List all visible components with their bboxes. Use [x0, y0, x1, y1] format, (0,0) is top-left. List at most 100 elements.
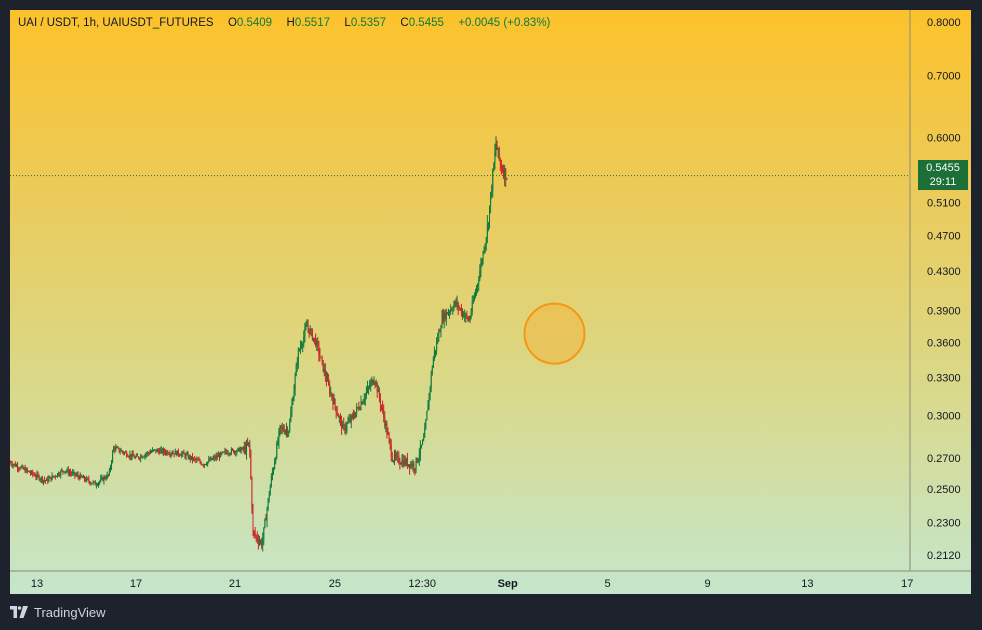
candle-body — [235, 451, 237, 454]
candle-body — [342, 423, 344, 429]
candle-body — [503, 170, 505, 177]
candle-body — [198, 460, 200, 462]
candle-body — [450, 309, 452, 313]
candle-body — [339, 417, 341, 420]
candle-body — [435, 350, 437, 352]
candle-body — [477, 284, 479, 287]
candle-body — [465, 314, 467, 316]
candle-body — [189, 455, 191, 460]
candle-body — [168, 454, 170, 455]
candle-body — [334, 399, 336, 407]
candle-body — [386, 424, 388, 434]
candle-body — [347, 421, 349, 424]
candle-body — [341, 419, 343, 429]
candle-body — [311, 329, 313, 340]
candle-body — [267, 498, 269, 509]
candle-body — [121, 450, 123, 452]
candle-body — [221, 452, 223, 454]
candle-body — [80, 474, 82, 477]
candle-body — [207, 461, 209, 465]
candle-body — [91, 483, 93, 485]
candle-body — [32, 471, 34, 475]
candle-body — [61, 470, 63, 472]
candle-body — [412, 463, 414, 467]
candle-body — [413, 463, 415, 469]
candle-body — [320, 356, 322, 358]
candle-body — [81, 476, 83, 479]
candle-body — [280, 425, 282, 428]
candle-body — [444, 312, 446, 320]
y-tick-label: 0.6000 — [927, 132, 961, 144]
candle-body — [103, 477, 105, 481]
candle-body — [458, 307, 460, 309]
candle-body — [193, 458, 195, 460]
candle-body — [241, 447, 243, 450]
chart-frame[interactable]: 0.8000 0.7000 0.6000 0.5100 0.4700 0.4300 0.39… — [10, 10, 971, 594]
candle-body — [480, 263, 482, 272]
candle-body — [31, 471, 33, 474]
legend-symbol: UAI / USDT, 1h, UAIUSDT_FUTURES — [18, 17, 214, 29]
candle-body — [307, 326, 309, 329]
candle-body — [454, 301, 456, 306]
candle-body — [192, 456, 194, 460]
candle-body — [420, 444, 422, 446]
candle-body — [246, 444, 248, 453]
candle-body — [360, 402, 362, 409]
candle-body — [216, 455, 218, 458]
candle-body — [188, 455, 190, 459]
candle-body — [330, 393, 332, 394]
candle-body — [273, 468, 275, 473]
candle-body — [279, 425, 281, 432]
candle-body — [417, 459, 419, 462]
candle-body — [40, 477, 42, 480]
candle-body — [468, 320, 470, 321]
candle-body — [405, 458, 407, 465]
candle-body — [223, 451, 225, 453]
candle-body — [87, 478, 89, 480]
candle-body — [274, 462, 276, 469]
candle-body — [206, 464, 208, 466]
candle-body — [197, 459, 199, 461]
legend-low: 0.5357 — [350, 17, 386, 29]
candle-body — [416, 458, 418, 462]
candle-body — [415, 458, 417, 470]
candle-body — [150, 451, 152, 453]
tradingview-brand[interactable]: TradingView — [34, 604, 106, 620]
candle-body — [292, 400, 294, 404]
candle-body — [431, 367, 433, 374]
candle-body — [84, 476, 86, 480]
candle-body — [270, 476, 272, 487]
candle-body — [335, 406, 337, 413]
candle-body — [490, 192, 492, 206]
candle-body — [462, 312, 464, 315]
candle-body — [72, 472, 74, 474]
candle-body — [361, 402, 363, 404]
candle-body — [305, 326, 307, 329]
candle-body — [160, 449, 162, 451]
candle-body — [34, 474, 36, 477]
candle-body — [120, 450, 122, 452]
candle-body — [144, 454, 146, 457]
candle-body — [321, 357, 323, 361]
candle-body — [165, 452, 167, 454]
candle-body — [375, 382, 377, 384]
candle-body — [53, 475, 55, 477]
candle-body — [86, 478, 88, 481]
candle-body — [399, 462, 401, 464]
candle-body — [302, 343, 304, 346]
candle-body — [134, 456, 136, 459]
candle-body — [204, 464, 206, 466]
candle-body — [213, 456, 215, 459]
candle-body — [452, 309, 454, 311]
candle-body — [185, 454, 187, 458]
price-chart[interactable]: 0.8000 0.7000 0.6000 0.5100 0.4700 0.4300 0.39… — [10, 10, 971, 594]
candle-body — [296, 363, 298, 366]
candle-body — [410, 463, 412, 468]
candle-body — [325, 376, 327, 382]
candle-body — [463, 312, 465, 317]
candle-body — [63, 471, 65, 473]
candle-body — [262, 539, 264, 547]
y-tick-label: 0.3300 — [927, 372, 961, 384]
candle-body — [312, 337, 314, 340]
candle-body — [163, 449, 165, 453]
